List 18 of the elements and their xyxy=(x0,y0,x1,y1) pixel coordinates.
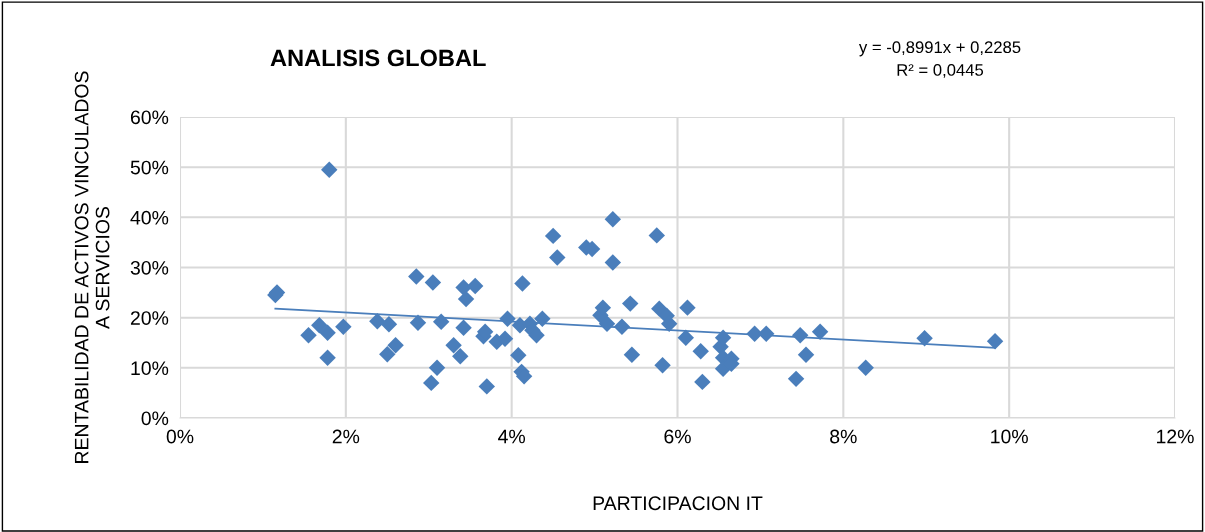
x-tick-label: 10% xyxy=(991,429,1028,444)
y-tick-label: 30% xyxy=(130,260,169,275)
y-tick-label: 20% xyxy=(130,311,169,325)
x-tick-label: 6% xyxy=(664,429,691,444)
y-axis-title: RENTABILIDAD DE ACTIVOS VINCULADOS A SERVICIOS xyxy=(74,71,110,463)
y-tick-label: 10% xyxy=(131,361,169,376)
x-tick-label: 8% xyxy=(830,429,857,444)
x-tick-label: 2% xyxy=(332,429,360,444)
y-tick-label: 0% xyxy=(141,411,169,426)
y-tick-label: 40% xyxy=(130,210,169,225)
x-axis-title: PARTICIPACION IT xyxy=(593,496,763,511)
chart-title: ANALISIS GLOBAL xyxy=(270,49,486,67)
y-tick-label: 50% xyxy=(130,160,169,175)
text: y = -0,8991x + 0,2285 R² = 0,0445 xyxy=(858,41,1021,78)
x-tick-label: 0% xyxy=(166,429,194,444)
x-tick-label: 12% xyxy=(1157,429,1194,444)
y-tick-label: 60% xyxy=(130,110,169,125)
x-tick-label: 4% xyxy=(498,429,526,444)
